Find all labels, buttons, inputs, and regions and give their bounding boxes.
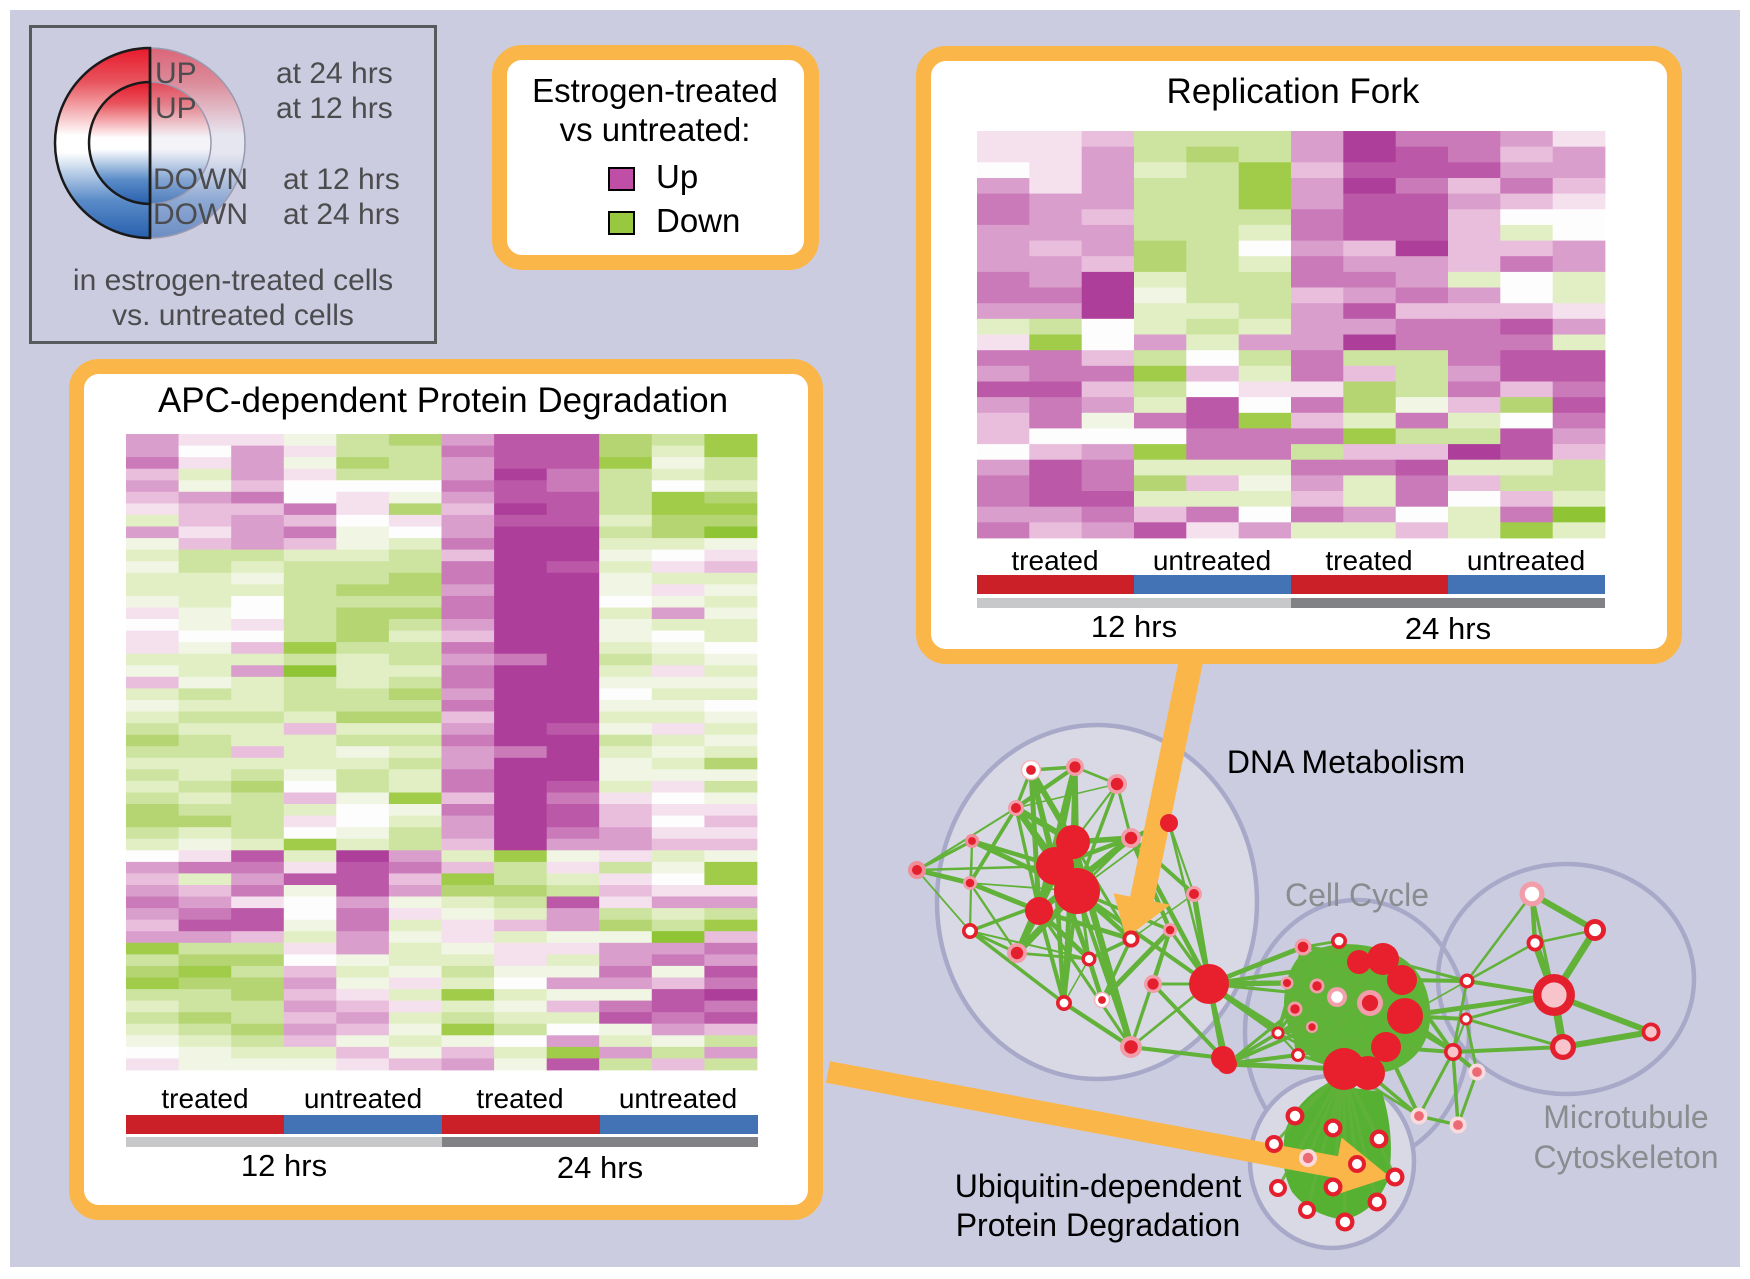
svg-text:treated: treated bbox=[1011, 545, 1098, 576]
svg-text:Cytoskeleton: Cytoskeleton bbox=[1534, 1139, 1719, 1175]
svg-text:untreated: untreated bbox=[619, 1083, 737, 1114]
svg-text:12 hrs: 12 hrs bbox=[241, 1148, 327, 1183]
svg-text:untreated: untreated bbox=[304, 1083, 422, 1114]
svg-text:24 hrs: 24 hrs bbox=[1405, 611, 1491, 646]
svg-text:treated: treated bbox=[161, 1083, 248, 1114]
svg-text:12 hrs: 12 hrs bbox=[1091, 609, 1177, 644]
svg-text:treated: treated bbox=[1325, 545, 1412, 576]
svg-text:untreated: untreated bbox=[1153, 545, 1271, 576]
svg-text:24 hrs: 24 hrs bbox=[557, 1150, 643, 1185]
svg-text:untreated: untreated bbox=[1467, 545, 1585, 576]
svg-text:Ubiquitin-dependent: Ubiquitin-dependent bbox=[955, 1168, 1242, 1204]
svg-text:treated: treated bbox=[476, 1083, 563, 1114]
svg-text:DNA Metabolism: DNA Metabolism bbox=[1227, 744, 1465, 780]
svg-text:Cell Cycle: Cell Cycle bbox=[1285, 877, 1429, 913]
svg-text:Protein Degradation: Protein Degradation bbox=[956, 1207, 1241, 1243]
svg-text:APC-dependent Protein Degradat: APC-dependent Protein Degradation bbox=[158, 381, 728, 420]
svg-text:Microtubule: Microtubule bbox=[1543, 1099, 1708, 1135]
svg-text:Replication Fork: Replication Fork bbox=[1167, 72, 1420, 111]
